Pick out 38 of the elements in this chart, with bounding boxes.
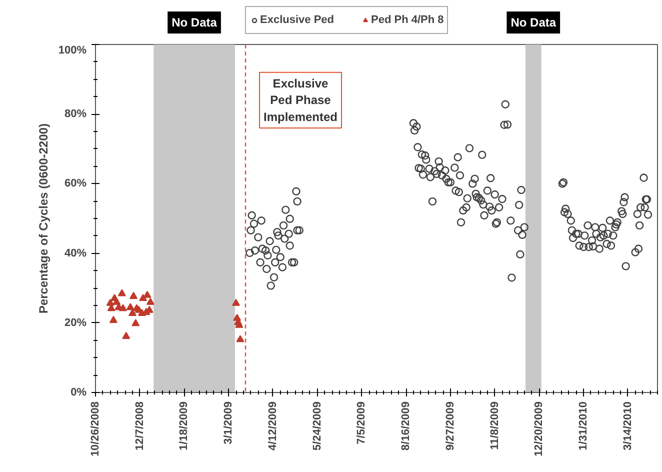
x-tick-label: 8/16/2009 [400, 402, 412, 450]
point [130, 292, 138, 299]
x-tick-label: 4/12/2009 [266, 402, 279, 450]
band-label: No Data [510, 16, 556, 30]
point [122, 332, 130, 339]
point [232, 298, 240, 306]
x-tick-label: 3/14/2010 [622, 402, 634, 450]
point [132, 319, 140, 326]
x-tick-label: 1/31/2010 [578, 402, 590, 450]
y-tick-label: 80% [64, 108, 87, 120]
x-tick-label: 11/8/2009 [488, 401, 501, 450]
legend-label: Ped Ph 4/Ph 8 [371, 14, 444, 26]
point [118, 304, 127, 312]
point [146, 298, 154, 305]
x-tick-label: 12/20/2009 [533, 401, 546, 457]
x-tick-label: 5/24/2009 [311, 402, 324, 450]
y-tick-label: 20% [64, 316, 87, 329]
legend-label: Exclusive Ped [260, 14, 334, 26]
x-tick-label: 9/27/2009 [444, 402, 456, 450]
point [118, 289, 126, 296]
x-tick-label: 12/7/2008 [134, 402, 146, 450]
point [143, 290, 152, 298]
point [126, 303, 134, 310]
x-tick-label: 1/18/2009 [178, 402, 190, 450]
point [112, 298, 121, 305]
x-tick-label: 7/5/2009 [356, 401, 368, 444]
y-axis-title: Percentage of Cycles (0600-2200) [36, 123, 50, 314]
y-tick-label: 0% [70, 386, 87, 398]
y-tick-label: 100% [58, 44, 87, 56]
y-tick-label: 60% [64, 178, 87, 190]
point [236, 335, 244, 342]
x-tick-label: 3/1/2009 [222, 401, 235, 444]
x-tick-label: 10/26/2008 [90, 401, 102, 457]
y-tick-label: 40% [64, 247, 87, 260]
ref-line-label: Exclusive Ped Phase Implemented [264, 76, 338, 124]
point [139, 294, 148, 302]
band-label: No Data [172, 16, 218, 30]
point [109, 316, 118, 323]
